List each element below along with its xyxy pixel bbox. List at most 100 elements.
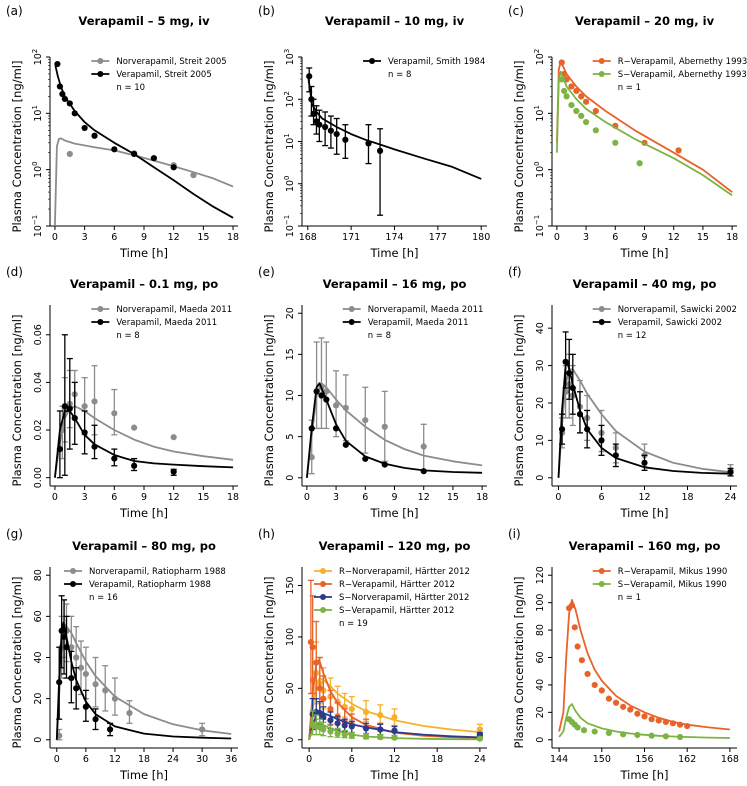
data-point [320,695,327,702]
data-point [362,725,370,732]
x-tick-label: 9 [391,492,397,503]
data-point [561,87,568,95]
legend-marker [97,58,104,64]
y-tick-label: 102 [533,49,546,66]
y-tick-base: 10 [33,53,44,65]
y-tick-label: 80 [33,569,44,581]
y-tick-label: 100 [283,175,296,192]
data-point [126,709,133,717]
y-tick-label: 0 [285,475,296,481]
legend-marker [348,319,355,325]
y-tick-base: 10 [535,225,546,237]
data-point [381,423,388,430]
data-point [91,398,98,405]
data-point [578,93,585,100]
series-line [556,70,733,197]
data-point [574,643,581,650]
data-point [334,720,341,727]
x-tick-label: 0 [52,492,58,503]
x-tick-label: 30 [196,754,208,765]
panel-f: (f) Verapamil – 40 mg, po 0 6 12 18 24 0 10 20 30 4… [508,265,737,520]
x-tick-label: 18 [681,492,693,503]
x-tick-label: 0 [52,232,58,243]
data-point [648,716,655,723]
panel-label: (h) [258,527,275,541]
y-axis-label: Plasma Concentration [ng/ml] [512,61,526,233]
data-point [111,410,118,417]
x-tick-label: 6 [83,754,89,765]
y-tick-exponent: 1 [31,105,39,109]
y-axis-label: Plasma Concentration [ng/ml] [262,61,276,233]
data-point [131,150,138,158]
series-1 [306,337,483,478]
data-point [91,443,98,450]
y-tick-label: 20 [285,307,296,319]
legend-label: S−Verapamil, Mikus 1990 [618,580,727,590]
x-axis-label: Time [h] [369,246,418,260]
data-point [598,437,605,444]
legend-marker [320,594,326,600]
series-1 [557,353,734,478]
data-point [170,468,177,475]
legend-label: Verapamil, Ratiopharm 1988 [89,580,211,590]
data-point [377,711,384,719]
x-tick-label: 12 [168,232,180,243]
x-tick-label: 9 [641,232,647,243]
data-point [320,726,327,733]
data-point [362,708,370,716]
y-tick-label: 0.02 [33,419,44,440]
chart-title: Verapamil – 10 mg, iv [325,14,465,28]
legend-marker [70,568,76,574]
data-point [573,87,580,95]
x-tick-label: 174 [385,232,403,243]
series-1 [54,365,234,478]
n-label: n = 1 [618,83,641,93]
legend-label: Verapamil, Smith 1984 [388,57,485,67]
data-point [332,402,340,409]
data-point [66,100,73,107]
data-point [582,118,590,126]
chart-title: Verapamil – 160 mg, po [569,539,721,553]
y-tick-label: 120 [535,566,546,584]
data-point [313,388,320,395]
x-axis-label: Time [h] [369,506,418,520]
legend-marker [369,58,376,64]
data-point [341,731,348,738]
legend-label: Norverapamil, Streit 2005 [116,57,226,67]
data-point [655,717,662,724]
y-tick-label: 101 [31,105,44,122]
panel-h: (h) Verapamil – 120 mg, po 0 6 12 18 24 0 50 100 1… [258,527,487,782]
data-point [582,98,590,105]
data-point [327,127,335,134]
data-point [91,132,98,139]
y-tick-label: 150 [285,576,296,594]
data-point [170,434,177,441]
panel-label: (g) [6,527,23,541]
x-tick-label: 6 [598,492,604,503]
x-tick-label: 3 [82,492,88,503]
data-point [634,731,641,739]
data-point [568,102,575,109]
panel-i: (i) Verapamil – 160 mg, po 144 150 156 162 168… [508,527,739,782]
data-point [636,160,643,167]
y-tick-label: 10 [285,389,296,401]
data-point [648,732,655,739]
x-axis-label: Time [h] [119,506,168,520]
data-point [92,716,99,723]
x-tick-label: 162 [678,754,696,765]
y-tick-label: 0.04 [33,372,44,393]
x-tick-label: 12 [388,754,400,765]
x-tick-label: 18 [138,754,150,765]
data-point [592,107,599,115]
data-point [627,706,634,713]
legend-label: S−Verapamil, Abernethy 1993 [618,70,747,80]
data-point [476,726,483,733]
y-tick-exponent: 0 [533,161,541,165]
y-tick-label: 30 [535,360,546,372]
data-point [662,718,669,726]
n-label: n = 8 [368,331,391,341]
x-tick-label: 18 [726,232,738,243]
panel-label: (b) [258,4,275,18]
series-line [558,599,730,732]
legend-label: R−Verapamil, Härtter 2012 [339,580,455,590]
